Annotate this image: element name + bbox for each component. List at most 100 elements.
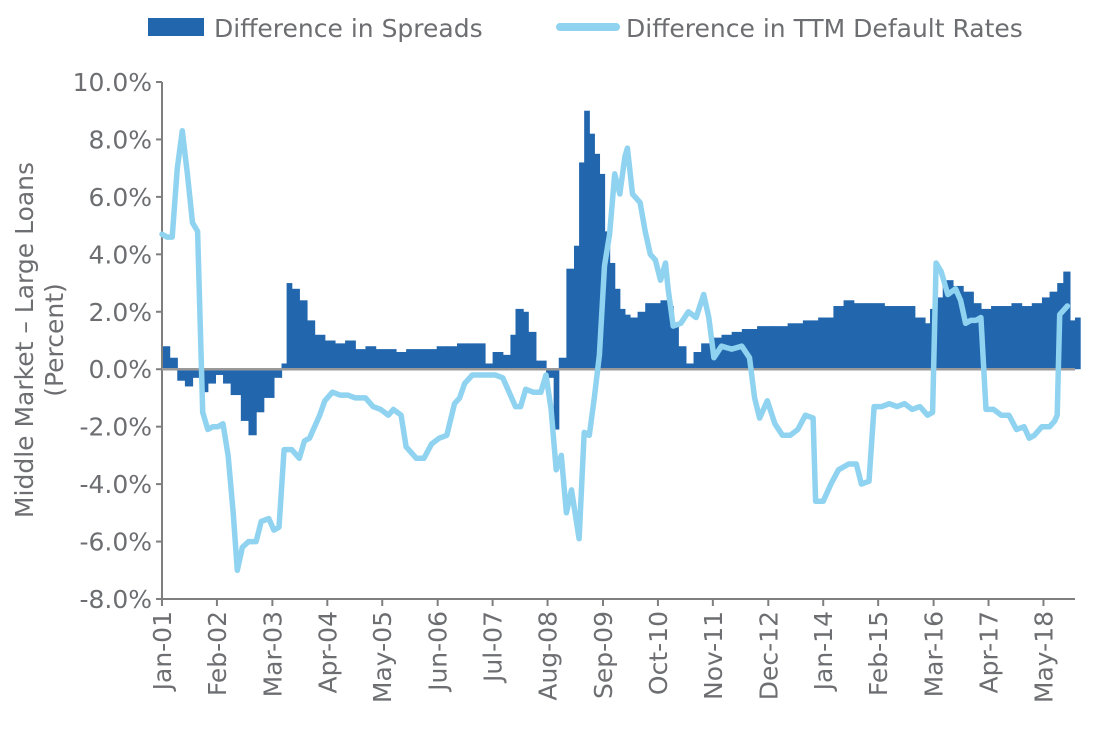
y-tick-label: -4.0% [79,470,152,499]
y-tick-label: -8.0% [79,585,152,614]
spread-bar [952,285,964,370]
x-tick-label: Feb-15 [864,611,893,696]
spread-bar [566,268,575,370]
spread-bar [535,360,547,370]
y-tick-label: 8.0% [88,125,152,154]
y-tick-label: 4.0% [88,240,152,269]
spread-bar [935,297,944,370]
y-tick-label: 0.0% [88,355,152,384]
spread-bar [230,369,242,396]
spread-bar [614,288,621,370]
x-tick-labels: Jan-01 Feb-02 Mar-03 Apr-04 May-05 Jun-06 Jul-… [148,599,1059,703]
spread-bar [757,326,773,370]
y-axis-title-line2: (Percent) [40,283,69,397]
x-tick-label: Oct-10 [644,611,673,695]
spread-bar [594,153,601,370]
spread-bar [1041,297,1051,370]
spread-bar [484,363,494,370]
x-tick-label: May-05 [368,611,397,703]
spread-bar [693,351,702,370]
legend: Difference in Spreads Difference in TTM … [148,14,1023,43]
spread-bar [248,369,257,436]
legend-label-spreads: Difference in Spreads [214,14,483,43]
spread-bar [573,245,580,370]
spread-bar [446,346,458,370]
x-tick-label: Mar-16 [920,611,949,697]
spread-bar [629,317,639,370]
y-tick-label: -2.0% [79,413,152,442]
spread-bar [668,306,674,370]
spread-bar [980,308,992,370]
spread-bar [457,343,468,370]
y-tick-label: 6.0% [88,183,152,212]
spread-bar [324,340,336,370]
spread-bar [701,343,712,370]
spread-bar [240,369,250,421]
spread-bar [207,369,217,384]
spread-bar [818,317,834,370]
spread-bar [184,369,194,387]
x-tick-label: May-18 [1030,611,1059,703]
spread-bar [477,343,486,370]
spread-bar [492,351,504,370]
legend-swatch-spreads [148,18,204,36]
x-tick-label: Jan-14 [809,611,838,692]
spread-bar [589,133,595,370]
spread-bar [510,334,517,370]
spread-bar [256,369,265,413]
spread-bar [721,334,733,370]
y-tick-label: -6.0% [79,528,152,557]
spread-bar [884,306,901,370]
spread-bar [334,343,346,370]
spread-bar [281,363,288,370]
x-tick-label: Aug-08 [534,611,563,701]
spread-bar [1031,303,1043,370]
spread-bar [731,331,743,370]
x-tick-label: Feb-02 [203,611,232,696]
spread-bar [299,300,308,370]
spread-bar [223,369,232,384]
legend-label-defaults: Difference in TTM Default Rates [626,14,1023,43]
y-tick-label: 2.0% [88,298,152,327]
spreads-bars [162,110,1081,436]
x-tick-label: Apr-04 [313,611,342,693]
spread-bar [273,369,283,378]
y-axis-title-line1: Middle Market – Large Loans [10,162,39,518]
spread-bar [192,369,201,378]
spread-bar [652,303,662,370]
spread-bar [637,311,646,370]
spread-bar [1063,271,1071,370]
spread-bar [833,306,845,370]
y-tick-label: 10.0% [73,68,152,97]
x-tick-label: Jun-06 [424,611,453,693]
x-tick-label: Jul-07 [479,611,508,684]
y-tick-labels: -8.0% -6.0% -4.0% -2.0% 0.0% 2.0% 4.0% 6.0% 8.0%… [73,68,162,614]
spread-bar [579,162,585,370]
spread-bar [306,320,316,370]
spread-bar [416,349,428,370]
spread-bar [546,369,555,378]
x-tick-label: Apr-17 [975,611,1004,693]
spread-bar [1069,320,1076,370]
spread-bar [787,323,804,370]
spread-bar [1075,317,1081,370]
spread-bar [558,357,567,370]
spread-bar [291,288,300,370]
spread-bar [263,369,275,398]
spread-bar [177,369,186,381]
spread-bar [673,326,679,370]
spread-bar [1021,306,1033,370]
spread-bar [869,303,885,370]
y-axis-title: Middle Market – Large Loans (Percent) [10,162,69,518]
spread-bar [914,317,926,370]
spread-bar [1011,303,1023,370]
spread-bar [502,354,512,370]
spread-bar [365,346,377,370]
x-tick-label: Nov-11 [699,611,728,700]
x-tick-label: Dec-12 [754,611,783,700]
default-rate-line [159,128,1071,574]
spread-bar [169,357,178,370]
spread-bar [584,110,590,370]
